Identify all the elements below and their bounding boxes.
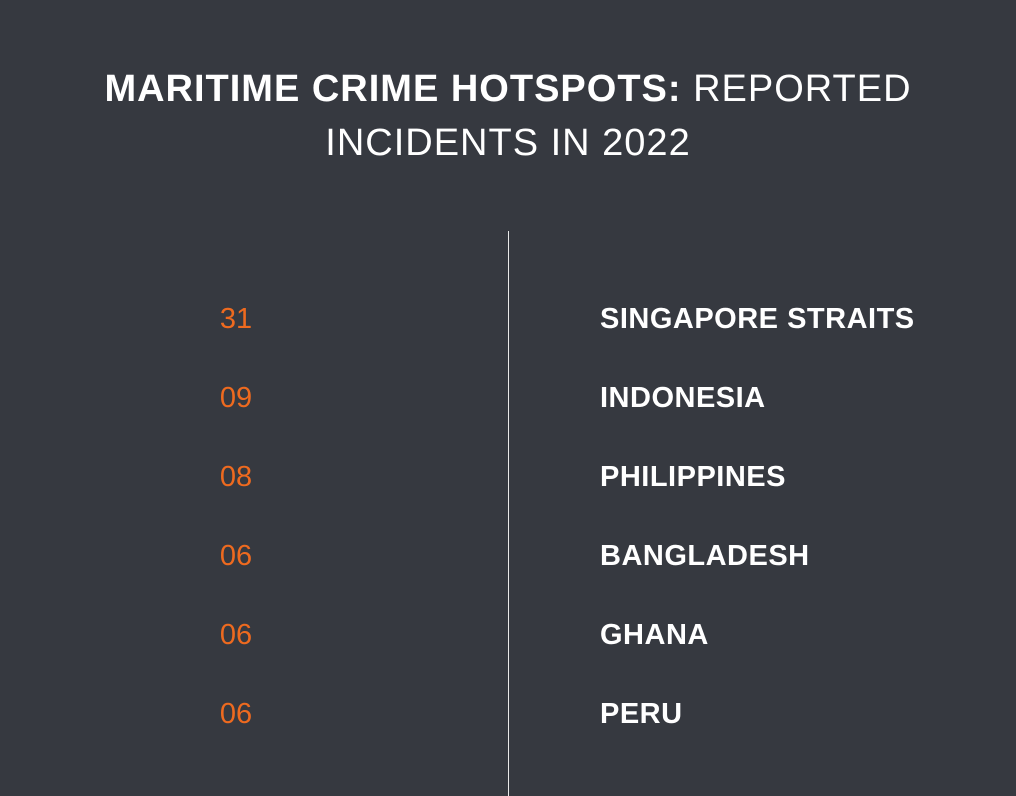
chart-title: MARITIME CRIME HOTSPOTS: REPORTED INCIDE… xyxy=(60,62,956,170)
location-label: PHILIPPINES xyxy=(600,461,786,493)
chart-title-light: REPORTED INCIDENTS IN 2022 xyxy=(325,68,912,164)
incident-count: 06 xyxy=(219,540,253,572)
hotspot-row: 06 BANGLADESH xyxy=(0,536,1016,576)
location-label: SINGAPORE STRAITS xyxy=(600,303,915,335)
location-label: GHANA xyxy=(600,619,709,651)
hotspot-row: 06 PERU xyxy=(0,694,1016,734)
incident-count: 06 xyxy=(219,698,253,730)
location-label: BANGLADESH xyxy=(600,540,810,572)
hotspot-row: 09 INDONESIA xyxy=(0,378,1016,418)
chart-title-bold: MARITIME CRIME HOTSPOTS: xyxy=(104,68,682,110)
incident-count: 09 xyxy=(219,382,253,414)
incident-count: 06 xyxy=(219,619,253,651)
location-label: PERU xyxy=(600,698,683,730)
incident-count: 08 xyxy=(219,461,253,493)
center-divider xyxy=(508,231,509,796)
hotspot-row: 06 GHANA xyxy=(0,615,1016,655)
location-label: INDONESIA xyxy=(600,382,766,414)
hotspot-row: 31 SINGAPORE STRAITS xyxy=(0,299,1016,339)
incident-count: 31 xyxy=(219,303,253,335)
hotspot-row: 08 PHILIPPINES xyxy=(0,457,1016,497)
